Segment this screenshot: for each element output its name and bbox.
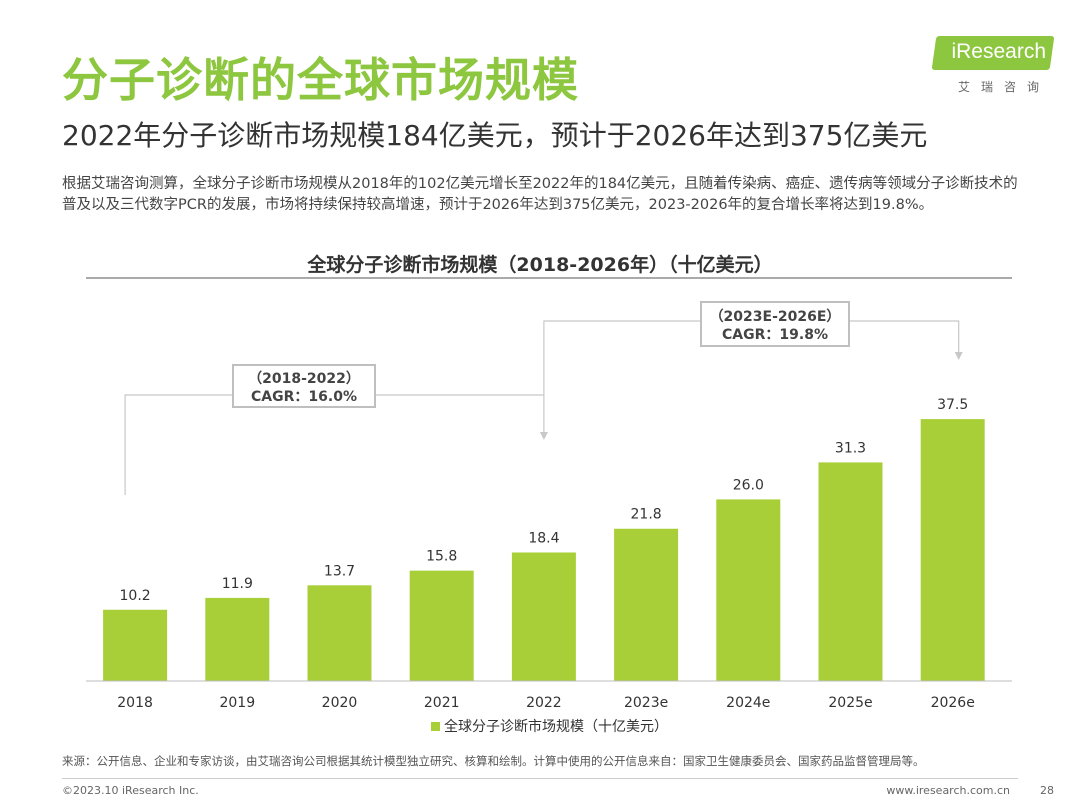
cagr-2023-2026-value: CAGR：19.8% [722,327,828,343]
x-tick-label-2025e: 2025e [828,695,872,711]
data-label-2021: 15.8 [426,549,457,565]
data-label-2020: 13.7 [324,563,355,579]
bar-2025e [818,462,883,681]
cagr-2018-2022-box [232,364,376,408]
chart-title: 全球分子诊断市场规模（2018-2026年）（十亿美元） [307,254,773,276]
cagr-arrow-2018-2022 [539,432,548,440]
legend-swatch [431,722,440,731]
x-tick-label-2022: 2022 [526,695,562,711]
bar-2019 [205,597,270,681]
bar-2023e [614,528,679,681]
legend: 全球分子诊断市场规模（十亿美元） [431,718,668,735]
cagr-2023-2026-period: （2023E-2026E） [710,309,841,325]
bar-2020 [307,585,372,681]
data-label-2018: 10.2 [120,588,151,604]
cagr-2023-2026-box [700,301,850,347]
bars-layer: 10.2 2018 11.9 2019 13.7 2020 15.8 2021 18.4 2022… [103,397,985,711]
website-link[interactable]: www.iresearch.com.cn [886,784,1010,797]
x-tick-label-2018: 2018 [117,695,153,711]
logo-cn-text: 艾瑞咨询 [957,80,1050,94]
page-title: 分子诊断的全球市场规模 [62,53,579,107]
bar-chart: 10.2 2018 11.9 2019 13.7 2020 15.8 2021 18.4 2022… [86,277,1012,735]
cagr-arrow-2023-2026 [954,352,963,360]
cagr-bracket-2018-2022 [124,394,545,495]
logo-text: iResearch [951,40,1046,63]
summary-text: 根据艾瑞咨询测算，全球分子诊断市场规模从2018年的102亿美元增长至2022年… [62,176,1018,213]
copyright-text: ©2023.10 iResearch Inc. [62,784,199,797]
bar-2026e [920,419,985,681]
data-label-2026e: 37.5 [937,397,968,413]
page-subtitle: 2022年分子诊断市场规模184亿美元，预计于2026年达到375亿美元 [62,119,928,152]
bar-2021 [409,570,474,681]
data-label-2023e: 21.8 [631,507,662,523]
cagr-2018-2022-period: （2018-2022） [248,371,360,387]
data-label-2025e: 31.3 [835,440,866,456]
page-number: 28 [1040,784,1054,797]
bar-2022 [511,552,576,681]
footer-divider [62,778,1018,779]
annotations-layer: （2018-2022） CAGR：16.0% （2023E-2026E） CAGR：1… [124,301,963,495]
cagr-2018-2022-value: CAGR：16.0% [251,389,357,405]
bar-2018 [103,609,168,681]
x-tick-label-2019: 2019 [219,695,255,711]
iresearch-logo: iResearch 艾瑞咨询 [930,36,1055,96]
x-tick-label-2024e: 2024e [726,695,770,711]
x-tick-label-2020: 2020 [322,695,358,711]
source-note: 来源：公开信息、企业和专家访谈，由艾瑞咨询公司根据其统计模型独立研究、核算和绘制… [62,754,925,768]
data-label-2019: 11.9 [222,576,253,592]
x-tick-label-2026e: 2026e [931,695,975,711]
x-tick-label-2021: 2021 [424,695,460,711]
bar-2024e [716,499,781,681]
x-tick-label-2023e: 2023e [624,695,668,711]
legend-label: 全球分子诊断市场规模（十亿美元） [444,718,668,735]
data-label-2022: 18.4 [528,530,559,546]
data-label-2024e: 26.0 [733,477,764,493]
